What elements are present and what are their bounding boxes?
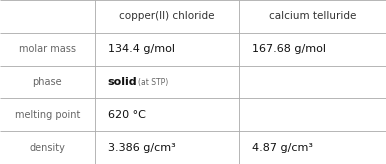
Text: 167.68 g/mol: 167.68 g/mol: [252, 44, 326, 54]
Text: 620 °C: 620 °C: [108, 110, 146, 120]
Text: copper(II) chloride: copper(II) chloride: [119, 11, 215, 21]
Text: melting point: melting point: [15, 110, 80, 120]
Text: phase: phase: [32, 77, 62, 87]
Text: 3.386 g/cm³: 3.386 g/cm³: [108, 143, 175, 153]
Text: (at STP): (at STP): [137, 78, 168, 86]
Text: calcium telluride: calcium telluride: [269, 11, 356, 21]
Text: solid: solid: [108, 77, 137, 87]
Text: 4.87 g/cm³: 4.87 g/cm³: [252, 143, 313, 153]
Text: density: density: [29, 143, 65, 153]
Text: 134.4 g/mol: 134.4 g/mol: [108, 44, 174, 54]
Text: molar mass: molar mass: [19, 44, 76, 54]
